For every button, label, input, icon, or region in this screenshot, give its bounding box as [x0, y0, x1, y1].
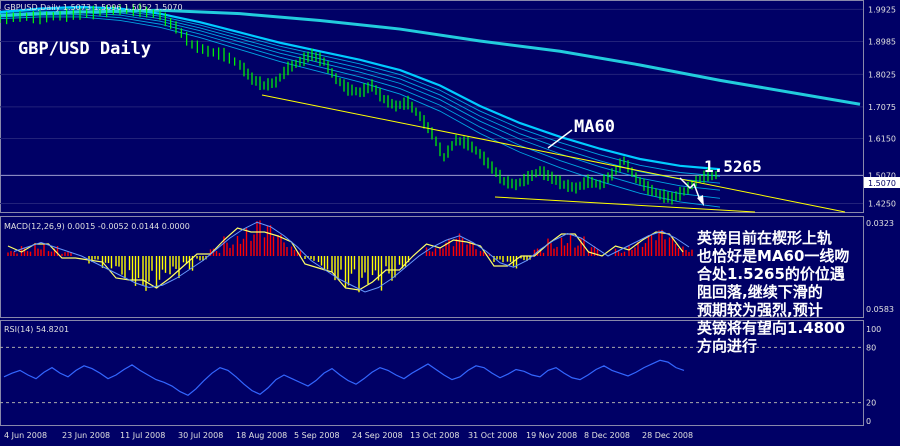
ma60-pointer: [547, 129, 573, 149]
x-tick-label: 5 Sep 2008: [294, 431, 340, 440]
x-tick-label: 18 Aug 2008: [236, 431, 287, 440]
rsi-line: [3, 359, 685, 396]
price-tick-label: 1.4250: [868, 199, 896, 208]
price-tick-label: 1.8025: [868, 70, 896, 79]
x-tick-label: 31 Oct 2008: [468, 431, 517, 440]
macd-tick-label: 0.0583: [866, 305, 894, 314]
annotation-line: 英镑将有望向1.4800: [697, 319, 845, 337]
x-tick-label: 4 Jun 2008: [4, 431, 47, 440]
macd-tick-label: 0.0323: [866, 219, 894, 228]
x-tick-label: 13 Oct 2008: [410, 431, 459, 440]
current-price-label: 1.5070: [868, 179, 896, 188]
ma-line: [0, 14, 721, 199]
level-label: 1.5265: [704, 157, 762, 176]
price-bars: [0, 3, 717, 205]
macd-header: MACD(12,26,9) 0.0015 -0.0052 0.0144 0.00…: [4, 222, 190, 231]
rsi-tick-label: 20: [866, 399, 876, 408]
price-tick-label: 1.8985: [868, 38, 896, 47]
price-tick-label: 1.5070: [868, 171, 896, 180]
symbol-header: GBPUSD,Daily 1.5073 1.5096 1.5052 1.5070: [4, 3, 183, 12]
wedge-upper-line: [261, 94, 846, 213]
chart-title: GBP/USD Daily: [18, 39, 151, 59]
annotation-line: 合处1.5265的价位遇: [696, 265, 845, 283]
rsi-indicator: [0, 346, 863, 404]
rsi-tick-label: 80: [866, 343, 876, 352]
x-tick-label: 8 Dec 2008: [584, 431, 630, 440]
macd-main-line: [13, 221, 690, 293]
price-tick-label: 1.7075: [868, 103, 896, 112]
x-tick-label: 23 Jun 2008: [62, 431, 110, 440]
annotation-text: 英镑目前在楔形上轨也恰好是MA60一线吻合处1.5265的价位遇阻回落,继续下滑…: [696, 229, 849, 355]
rsi-tick-label: 100: [866, 325, 881, 334]
panel-frames: [0, 0, 864, 426]
arrow-head-icon: [697, 195, 704, 206]
x-tick-label: 24 Sep 2008: [352, 431, 403, 440]
axis-labels: 1.9925 1.8985 1.8025 1.7075 1.6150 1.5070 1.42…: [4, 5, 896, 440]
down-arrow-icon: [679, 177, 701, 201]
annotation-line: 方向进行: [697, 337, 757, 355]
price-tick-label: 1.6150: [868, 134, 896, 143]
x-tick-label: 30 Jul 2008: [178, 431, 223, 440]
current-price-box: [864, 177, 900, 188]
annotation-line: 预期较为强烈,预计: [697, 301, 823, 319]
rsi-tick-label: 0: [866, 417, 871, 426]
rsi-panel-frame: [0, 320, 864, 426]
x-tick-label: 28 Dec 2008: [642, 431, 693, 440]
annotation-line: 英镑目前在楔形上轨: [697, 229, 832, 247]
wedge-lines: [261, 94, 846, 213]
annotation-line: 也恰好是MA60一线吻: [697, 247, 849, 265]
wedge-lower-line: [494, 196, 756, 213]
ma60-label: MA60: [574, 117, 615, 137]
x-tick-label: 11 Jul 2008: [120, 431, 165, 440]
rsi-header: RSI(14) 54.8201: [4, 325, 69, 334]
macd-indicator: [7, 220, 693, 293]
annotation-line: 阻回落,继续下滑的: [697, 283, 823, 301]
ma-line: [0, 11, 721, 191]
price-tick-label: 1.9925: [868, 5, 896, 14]
x-tick-label: 19 Nov 2008: [526, 431, 577, 440]
macd-panel-frame: [0, 216, 864, 318]
